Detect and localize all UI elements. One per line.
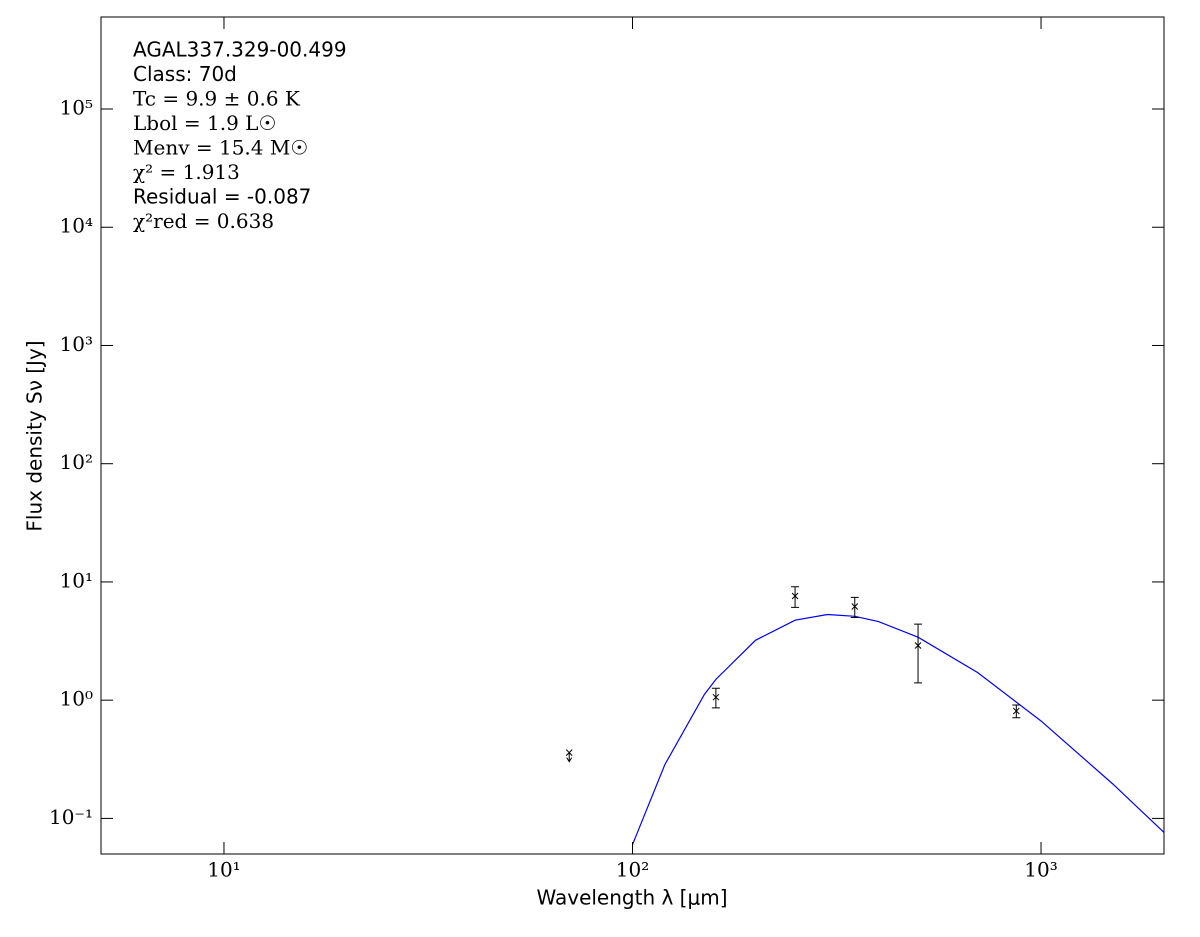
- y-tick-label: 10⁻¹: [49, 805, 93, 829]
- y-tick-label: 10⁴: [60, 214, 93, 238]
- annotation: Residual = -0.087: [133, 185, 311, 209]
- upper-limit: [565, 749, 573, 763]
- data-point: [791, 592, 799, 600]
- y-tick-label: 10⁵: [60, 96, 93, 120]
- x-tick-label: 10¹: [207, 858, 240, 882]
- error-bar: [791, 586, 800, 608]
- annotation: Menv = 15.4 M☉: [133, 136, 308, 160]
- x-tick-label: 10²: [616, 858, 649, 882]
- annotation: Class: 70d: [133, 62, 237, 86]
- annotation: χ² = 1.913: [133, 160, 240, 184]
- y-tick-label: 10³: [60, 332, 93, 356]
- y-tick-label: 10⁰: [60, 687, 93, 711]
- error-bar: [914, 623, 923, 684]
- data-point: [851, 603, 859, 610]
- plot-frame: [100, 16, 1165, 855]
- data-point: [712, 693, 720, 701]
- x-axis-label: Wavelength λ [μm]: [536, 886, 727, 910]
- error-bar: [850, 596, 859, 619]
- y-axis-label: Flux density Sν [Jy]: [23, 340, 47, 531]
- annotation: Tc = 9.9 ± 0.6 K: [133, 87, 301, 111]
- annotation: χ²red = 0.638: [133, 209, 274, 233]
- y-tick-label: 10¹: [60, 568, 93, 592]
- model-curve: [631, 613, 1164, 845]
- plot-area: [565, 586, 1164, 845]
- error-bar: [711, 687, 720, 709]
- y-tick-label: 10²: [60, 450, 93, 474]
- annotation: AGAL337.329-00.499: [133, 38, 347, 62]
- annotation: Lbol = 1.9 L☉: [133, 111, 276, 135]
- data-point: [914, 642, 922, 649]
- data-point: [1012, 707, 1020, 715]
- x-tick-label: 10³: [1024, 858, 1057, 882]
